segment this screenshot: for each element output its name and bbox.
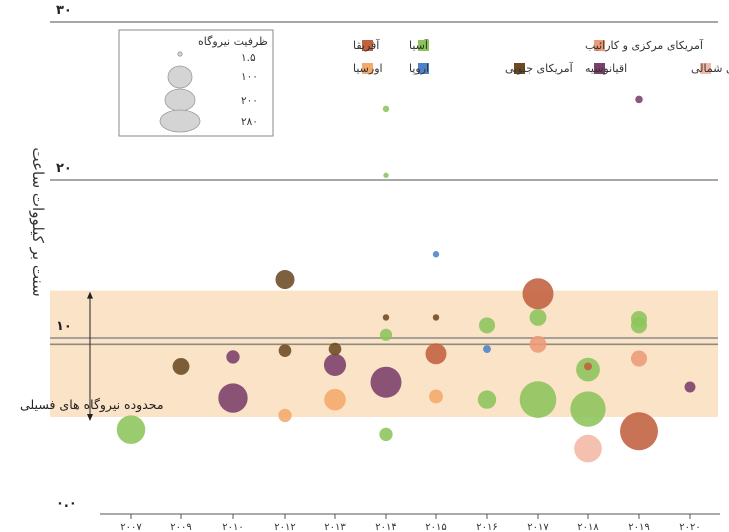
legend-swatch-7 [700, 63, 711, 74]
data-point-7 [328, 342, 342, 356]
data-point-8 [323, 353, 347, 376]
data-point-26 [519, 381, 557, 418]
fossil-range-arrow-head-bottom [87, 414, 93, 421]
points-layer [116, 95, 696, 463]
data-point-35 [620, 412, 658, 451]
color-legend: آفریقا آسیا آمریکای مرکزی و کارائیب اورسیا ا… [353, 38, 729, 75]
data-point-3 [218, 383, 248, 413]
data-point-0 [116, 415, 146, 444]
size-legend: ظرفیت نیروگاه ۱.۵ ۱۰۰ ۲۰۰ ۲۸۰ [118, 29, 274, 137]
annotation-layer: محدوده نیروگاه های فسیلی [20, 291, 164, 421]
data-point-16 [432, 251, 440, 258]
data-point-14 [370, 366, 402, 398]
y-axis-label: سنت بر کیلووات ساعت [29, 147, 47, 296]
size-legend-label-1: ۱۰۰ [241, 71, 258, 83]
legend-label-0: آفریقا [353, 38, 380, 52]
data-point-24 [529, 309, 547, 326]
legend-swatch-2 [594, 40, 605, 51]
grid-layer [50, 21, 718, 346]
data-point-10 [382, 105, 390, 113]
size-legend-title: ظرفیت نیروگاه [198, 35, 268, 48]
size-legend-label-0: ۱.۵ [241, 52, 256, 64]
data-point-19 [429, 389, 443, 404]
data-point-30 [574, 434, 602, 463]
data-point-2 [226, 350, 240, 364]
legend-swatch-6 [594, 63, 605, 74]
x-tick-label-9: ۲۰۱۸ [577, 522, 599, 532]
data-point-5 [278, 344, 292, 357]
size-legend-label-2: ۲۰۰ [241, 95, 258, 107]
data-point-23 [522, 278, 554, 310]
x-tick-label-5: ۲۰۱۴ [375, 522, 396, 532]
data-point-9 [324, 388, 346, 411]
x-axis: ۲۰۰۷ ۲۰۰۹ ۲۰۱۰ ۲۰۱۲ ۲۰۱۳ ۲۰۱۴ ۲۰۱۵ ۲۰۱۶ ۲۰۱۷ ۲۰۱۸… [100, 513, 720, 532]
data-point-13 [379, 328, 393, 341]
legend-swatch-4 [418, 63, 429, 74]
data-point-31 [635, 95, 643, 104]
data-point-20 [478, 317, 496, 334]
x-tick-label-8: ۲۰۱۷ [527, 522, 549, 532]
data-point-33 [630, 317, 648, 334]
x-tick-label-3: ۲۰۱۲ [274, 522, 295, 532]
legend-label-7: آمریکای شمالی [691, 61, 729, 75]
y-tick-label-0: ۰.۰ [56, 496, 77, 511]
size-legend-circle-1 [167, 65, 193, 89]
x-tick-label-2: ۲۰۱۰ [222, 522, 243, 532]
data-point-25 [529, 335, 547, 353]
size-legend-circle-3 [159, 109, 201, 133]
x-tick-label-4: ۲۰۱۳ [324, 522, 346, 532]
data-point-1 [172, 357, 190, 375]
data-point-17 [432, 314, 440, 321]
x-tick-label-10: ۲۰۱۹ [628, 522, 649, 532]
fossil-range-label: محدوده نیروگاه های فسیلی [20, 397, 164, 413]
size-legend-circle-0 [177, 51, 183, 57]
legend-label-1: آسیا [409, 38, 429, 52]
y-axis: ۰.۰ ۱۰ ۲۰ ۳۰ سنت بر کیلووات ساعت [29, 3, 77, 511]
data-point-21 [483, 345, 491, 354]
legend-label-4: اروپا [409, 62, 429, 75]
x-tick-label-11: ۲۰۲۰ [679, 522, 700, 532]
y-tick-label-3: ۳۰ [56, 3, 72, 18]
size-legend-label-3: ۲۸۰ [241, 116, 258, 128]
legend-swatch-1 [418, 40, 429, 51]
legend-swatch-3 [362, 63, 373, 74]
legend-label-2: آمریکای مرکزی و کارائیب [585, 38, 704, 52]
size-legend-circle-2 [164, 88, 196, 112]
fossil-range-arrow-head-top [87, 291, 93, 299]
data-point-36 [684, 381, 696, 393]
x-tick-label-1: ۲۰۰۹ [170, 522, 191, 532]
data-point-22 [477, 390, 497, 409]
legend-label-6: اقیانوسیه [585, 62, 627, 75]
data-point-12 [382, 314, 390, 321]
legend-label-3: اورسیا [353, 62, 383, 75]
y-tick-label-1: ۱۰ [56, 319, 72, 334]
data-point-29 [570, 391, 606, 427]
legend-swatch-0 [362, 40, 373, 51]
data-point-15 [379, 427, 393, 442]
y-tick-label-2: ۲۰ [56, 161, 72, 176]
data-point-28 [584, 362, 592, 371]
data-point-6 [278, 408, 292, 423]
legend-swatch-5 [514, 63, 525, 74]
data-point-34 [630, 350, 648, 367]
x-tick-label-0: ۲۰۰۷ [120, 522, 142, 532]
x-tick-label-7: ۲۰۱۶ [476, 522, 497, 532]
data-point-11 [383, 172, 389, 178]
data-point-18 [425, 343, 447, 365]
data-point-4 [275, 270, 295, 290]
x-tick-label-6: ۲۰۱۵ [425, 522, 446, 532]
legend-label-5: آمریکای جنوبی [505, 61, 574, 75]
